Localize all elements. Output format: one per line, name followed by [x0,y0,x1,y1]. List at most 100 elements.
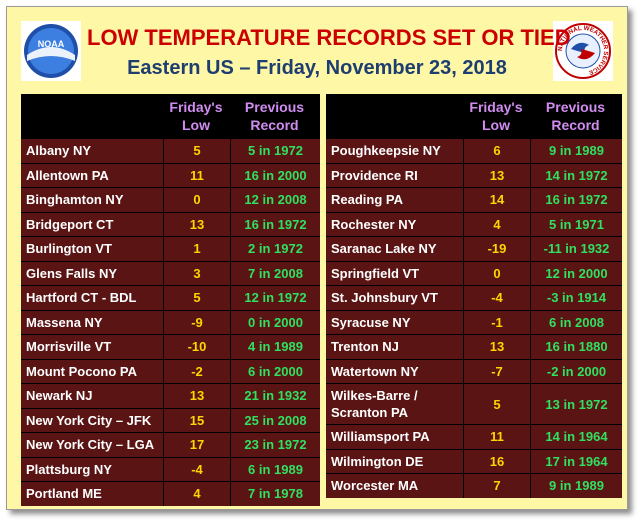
record-cell: 5 in 1972 [230,139,320,163]
low-cell: 3 [163,261,230,285]
city-cell: Portland ME [26,486,102,502]
low-cell: 13 [163,212,230,236]
city-cell: Poughkeepsie NY [331,143,441,159]
city-cell: Bridgeport CT [26,216,114,232]
low-cell: -10 [163,335,230,359]
low-cell: 11 [463,425,530,449]
city-cell: Rochester NY [331,216,417,232]
record-column-header: Previous Record [229,94,320,138]
record-cell: 6 in 2008 [530,310,622,334]
city-cell: New York City – LGA [26,437,155,453]
table-row: Syracuse NY -1 6 in 2008 [326,309,622,334]
city-cell: Trenton NJ [331,339,399,355]
table-row: Plattsburg NY -4 6 in 1989 [21,456,320,481]
record-cell: 6 in 1989 [230,457,320,481]
low-cell: 15 [163,408,230,432]
low-cell: 13 [463,163,530,187]
table-row: Trenton NJ 13 16 in 1880 [326,334,622,359]
city-cell: Saranac Lake NY [331,241,437,257]
low-cell: 5 [163,139,230,163]
record-cell: 5 in 1971 [530,212,622,236]
record-cell: 14 in 1972 [530,163,622,187]
low-column-header: Friday's Low [163,94,229,138]
table-header: Friday's Low Previous Record [326,94,622,138]
low-header-line-1: Friday's [169,99,223,115]
city-cell: Watertown NY [331,363,419,379]
page-subtitle: Eastern US – Friday, November 23, 2018 [127,57,507,79]
nws-logo: NATIONAL WEATHER SERVICE [553,21,613,81]
city-cell: Glens Falls NY [26,265,118,281]
record-cell: 25 in 2008 [230,408,320,432]
city-cell: Worcester MA [331,478,419,494]
low-cell: 13 [163,384,230,408]
low-cell: 16 [463,449,530,473]
record-cell: 12 in 1972 [230,286,320,310]
table-row: Massena NY -9 0 in 2000 [21,309,320,334]
low-cell: 5 [463,384,530,424]
record-cell: 7 in 1978 [230,482,320,506]
city-cell: Newark NJ [26,388,93,404]
city-cell: Allentown PA [26,167,109,183]
table-row: Rochester NY 4 5 in 1971 [326,211,622,236]
table-row: Reading PA 14 16 in 1972 [326,187,622,212]
table-row: Wilkes-Barre / Scranton PA 5 13 in 1972 [326,383,622,424]
table-row: Bridgeport CT 13 16 in 1972 [21,211,320,236]
record-cell: -11 in 1932 [530,237,622,261]
record-header-line-2: Record [551,117,600,133]
record-cell: 17 in 1964 [530,449,622,473]
noaa-logo-icon: NOAA [21,21,81,81]
table-row: St. Johnsbury VT -4 -3 in 1914 [326,285,622,310]
low-column-header: Friday's Low [463,94,529,138]
table-row: Glens Falls NY 3 7 in 2008 [21,260,320,285]
low-cell: -7 [463,359,530,383]
city-cell: Morrisville VT [26,339,112,355]
city-cell: St. Johnsbury VT [331,290,438,306]
city-cell: Hartford CT - BDL [26,290,137,306]
record-cell: 7 in 2008 [230,261,320,285]
city-cell: Wilmington DE [331,453,424,469]
table-row: Allentown PA 11 16 in 2000 [21,162,320,187]
low-cell: 4 [163,482,230,506]
city-cell: Mount Pocono PA [26,363,137,379]
low-cell: 14 [463,188,530,212]
low-cell: -2 [163,359,230,383]
table-row: Burlington VT 1 2 in 1972 [21,236,320,261]
low-header-line-1: Friday's [469,99,523,115]
low-cell: -9 [163,310,230,334]
city-cell: Massena NY [26,314,103,330]
city-column-header [21,94,163,138]
city-line: Wilkes-Barre / [331,388,418,403]
city-cell: Plattsburg NY [26,461,112,477]
low-cell: 0 [463,261,530,285]
page-title: LOW TEMPERATURE RECORDS SET OR TIED [87,25,571,50]
left-table-body: Albany NY 5 5 in 1972 Allentown PA 11 16 in 2… [21,138,320,506]
record-cell: -2 in 2000 [530,359,622,383]
table-row: Saranac Lake NY -19 -11 in 1932 [326,236,622,261]
record-cell: 12 in 2000 [530,261,622,285]
table-row: Morrisville VT -10 4 in 1989 [21,334,320,359]
table-row: Newark NJ 13 21 in 1932 [21,383,320,408]
record-cell: 9 in 1989 [530,474,622,498]
low-cell: 7 [463,474,530,498]
table-row: Providence RI 13 14 in 1972 [326,162,622,187]
table-row: Poughkeepsie NY 6 9 in 1989 [326,138,622,163]
low-cell: 4 [463,212,530,236]
city-cell: Syracuse NY [331,314,411,330]
city-line: Scranton PA [331,405,409,420]
table-row: Wilmington DE 16 17 in 1964 [326,448,622,473]
table-header: Friday's Low Previous Record [21,94,320,138]
record-header-line-1: Previous [244,99,305,115]
table-row: Binghamton NY 0 12 in 2008 [21,187,320,212]
nws-logo-icon: NATIONAL WEATHER SERVICE [553,21,613,81]
low-cell: 6 [463,139,530,163]
city-cell: Wilkes-Barre / Scranton PA [326,384,463,424]
city-cell: Albany NY [26,143,92,159]
city-cell: Burlington VT [26,241,112,257]
city-cell: Springfield VT [331,265,420,281]
right-table-body: Poughkeepsie NY 6 9 in 1989 Providence RI 13… [326,138,622,498]
record-cell: 6 in 2000 [230,359,320,383]
city-cell: Williamsport PA [331,429,430,445]
table-row: New York City – JFK 15 25 in 2008 [21,407,320,432]
record-header-line-1: Previous [545,99,606,115]
low-cell: -4 [163,457,230,481]
